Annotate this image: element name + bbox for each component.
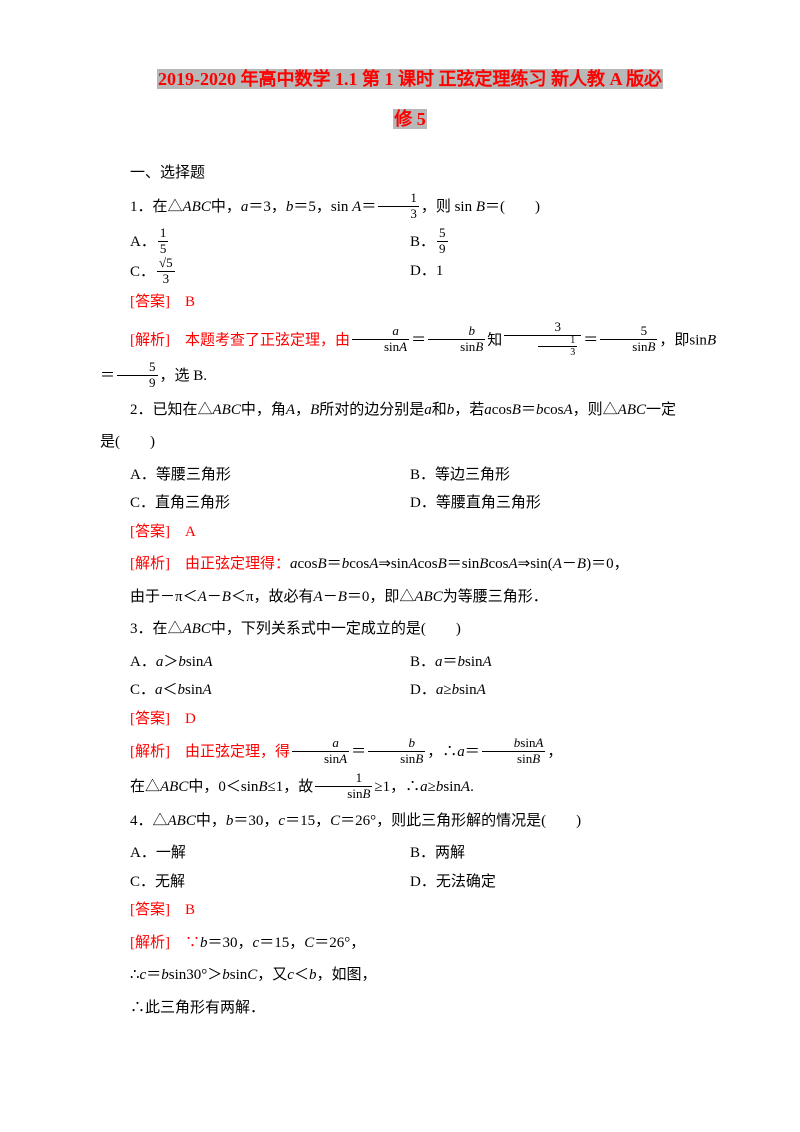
q4-explain2: ∴c＝bsin30°＞bsinC，又c＜b，如图， — [100, 961, 720, 990]
q1-explain: [解析] 本题考查了正弦定理，由asinA＝bsinB知313＝5sinB，即s… — [100, 321, 720, 392]
q3-optA: A．a＞bsinA — [100, 648, 410, 677]
q2-stem: 2．已知在△ABC中，角A，B所对的边分别是a和b，若acosB＝bcosA，则… — [100, 396, 720, 425]
q2-stem2: 是( ) — [100, 428, 720, 457]
q2-optC: C．直角三角形 — [100, 489, 410, 518]
q2-optD: D．等腰直角三角形 — [410, 489, 720, 518]
q4-optB: B．两解 — [410, 839, 720, 868]
q4-explain: [解析] ∵b＝30，c＝15，C＝26°， — [100, 929, 720, 958]
section-header: 一、选择题 — [100, 159, 720, 188]
q3-optB: B．a＝bsinA — [410, 648, 720, 677]
q1-row1: A．15 B．59 — [100, 227, 720, 258]
q1-optC: C．√53 — [100, 257, 410, 288]
q4-stem: 4．△ABC中，b＝30，c＝15，C＝26°，则此三角形解的情况是( ) — [100, 807, 720, 836]
q4-explain3: ∴此三角形有两解． — [100, 994, 720, 1023]
q3-row2: C．a＜bsinA D．a≥bsinA — [100, 676, 720, 705]
q2-explain: [解析] 由正弦定理得：acosB＝bcosA⇒sinAcosB＝sinBcos… — [100, 550, 720, 579]
q1-answer: [答案] B — [100, 288, 720, 317]
q3-explain: [解析] 由正弦定理，得asinA＝bsinB，∴a＝bsinAsinB， — [100, 737, 720, 768]
q3-optC: C．a＜bsinA — [100, 676, 410, 705]
q1-optB: B．59 — [410, 227, 720, 258]
page-title: 2019-2020 年高中数学 1.1 第 1 课时 正弦定理练习 新人教 A … — [100, 60, 720, 139]
q2-row1: A．等腰三角形 B．等边三角形 — [100, 461, 720, 490]
q4-optC: C．无解 — [100, 868, 410, 897]
q1-optD: D．1 — [410, 257, 720, 288]
title-line1: 2019-2020 年高中数学 1.1 第 1 课时 正弦定理练习 新人教 A … — [157, 69, 663, 89]
q3-explain2: 在△ABC中，0＜sinB≤1，故1sinB≥1，∴a≥bsinA. — [100, 772, 720, 803]
q1-optA: A．15 — [100, 227, 410, 258]
q2-optB: B．等边三角形 — [410, 461, 720, 490]
q4-row1: A．一解 B．两解 — [100, 839, 720, 868]
q4-answer: [答案] B — [100, 896, 720, 925]
q4-optD: D．无法确定 — [410, 868, 720, 897]
q3-optD: D．a≥bsinA — [410, 676, 720, 705]
q2-row2: C．直角三角形 D．等腰直角三角形 — [100, 489, 720, 518]
q4-optA: A．一解 — [100, 839, 410, 868]
q3-answer: [答案] D — [100, 705, 720, 734]
q2-answer: [答案] A — [100, 518, 720, 547]
q2-optA: A．等腰三角形 — [100, 461, 410, 490]
q3-row1: A．a＞bsinA B．a＝bsinA — [100, 648, 720, 677]
title-line2: 修 5 — [393, 109, 427, 129]
q1-stem: 1．在△ABC中，a＝3，b＝5，sin A＝13，则 sin B＝( ) — [100, 192, 720, 223]
q4-row2: C．无解 D．无法确定 — [100, 868, 720, 897]
q1-row2: C．√53 D．1 — [100, 257, 720, 288]
q2-explain2: 由于－π＜A－B＜π，故必有A－B＝0，即△ABC为等腰三角形． — [100, 583, 720, 612]
q3-stem: 3．在△ABC中，下列关系式中一定成立的是( ) — [100, 615, 720, 644]
